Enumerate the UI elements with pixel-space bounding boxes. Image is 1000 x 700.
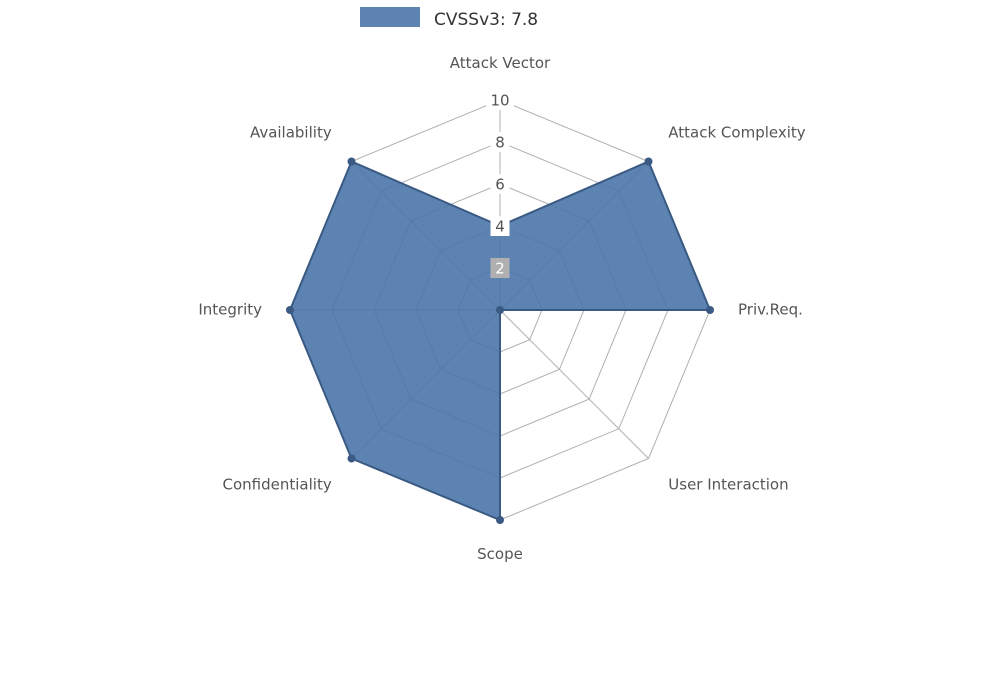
tick-label: 2 <box>495 260 505 278</box>
data-marker <box>706 306 714 314</box>
data-marker <box>348 454 356 462</box>
axis-label: Scope <box>477 545 523 563</box>
tick-label: 6 <box>495 176 505 194</box>
data-marker <box>496 306 504 314</box>
axis-label: Priv.Req. <box>738 301 803 319</box>
legend-swatch <box>360 7 420 27</box>
data-marker <box>644 158 652 166</box>
tick-label: 4 <box>495 218 505 236</box>
cvss-radar-chart: Attack Vector Attack Complexity Priv.Req. U… <box>0 0 1000 700</box>
axis-label: Availability <box>250 124 332 142</box>
data-marker <box>286 306 294 314</box>
tick-label: 10 <box>490 92 509 110</box>
data-marker <box>496 516 504 524</box>
axis-label: Confidentiality <box>223 475 332 493</box>
legend-label: CVSSv3: 7.8 <box>434 10 538 30</box>
axis-label: Integrity <box>198 301 262 319</box>
tick-label: 8 <box>495 134 505 152</box>
axis-label: Attack Complexity <box>668 124 805 142</box>
axis-label: Attack Vector <box>450 54 551 72</box>
data-marker <box>348 158 356 166</box>
axis-label: User Interaction <box>668 475 788 493</box>
